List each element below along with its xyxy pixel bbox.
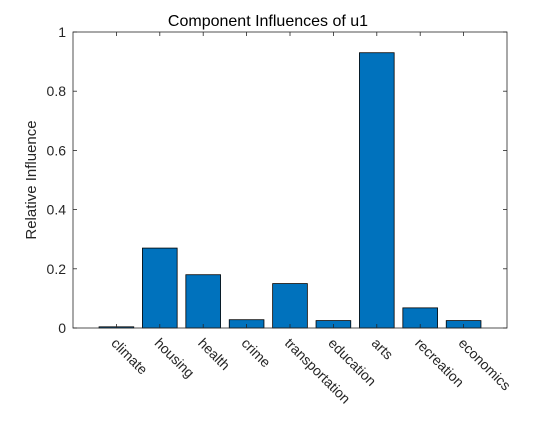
bar-housing [142, 247, 178, 329]
bars-group [98, 52, 482, 329]
y-tick-label: 0.2 [47, 261, 67, 277]
x-tick-label-housing: housing [152, 335, 198, 381]
y-tick-label: 1 [58, 24, 66, 40]
bar-health [185, 274, 221, 329]
chart-title: Component Influences of u1 [168, 13, 368, 30]
x-tick-label-health: health [195, 335, 233, 373]
y-tick-label: 0.8 [47, 83, 67, 99]
x-tick-label-crime: crime [238, 335, 274, 371]
y-tick-label: 0.6 [47, 142, 67, 158]
bar-arts [359, 52, 395, 329]
y-ticks-group: 0 0.2 0.4 0.6 0.8 1 [47, 24, 507, 336]
x-tick-label-economics: economics [455, 335, 514, 394]
x-tick-label-arts: arts [369, 335, 397, 363]
y-tick-label: 0 [58, 320, 66, 336]
x-tick-label-climate: climate [108, 335, 151, 378]
y-axis-label: Relative Influence [23, 120, 40, 239]
y-tick-label: 0.4 [47, 202, 67, 218]
bar-transportation [272, 283, 308, 329]
